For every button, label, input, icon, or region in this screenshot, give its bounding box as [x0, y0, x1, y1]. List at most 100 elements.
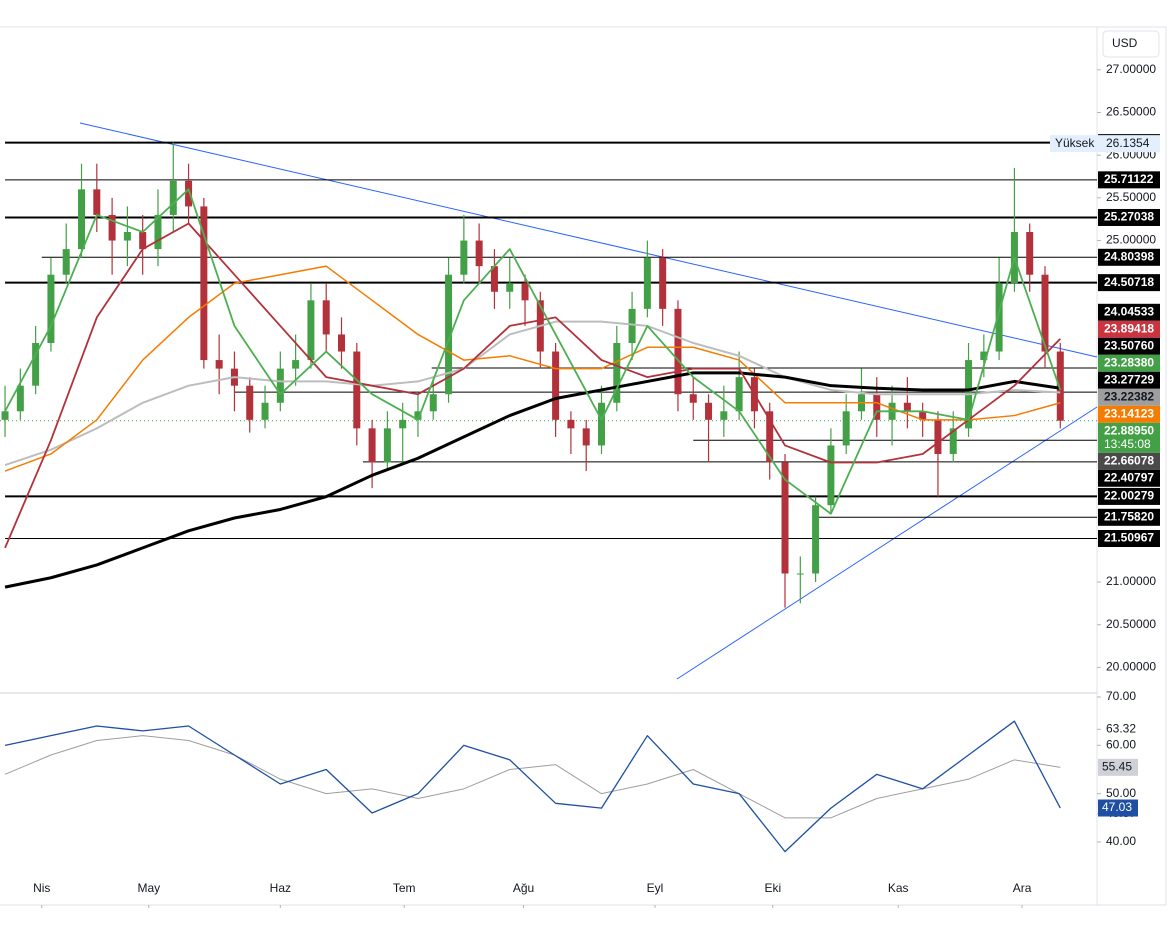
- moving-average: [4, 320, 1061, 467]
- rsi-badge: [1098, 799, 1138, 817]
- price-badge-label: 22.40797: [1104, 470, 1154, 484]
- price-badge: [1098, 487, 1160, 505]
- candle-body: [766, 411, 774, 463]
- rsi-badge-label: 47.03: [1102, 800, 1132, 814]
- candle-body: [215, 360, 223, 369]
- candle-body: [720, 411, 728, 420]
- candle-body: [735, 377, 743, 412]
- candle-body: [995, 283, 1003, 352]
- candle-body: [689, 394, 697, 403]
- y-tick-label: 20.50000: [1106, 617, 1156, 631]
- rsi-tick-label: 60.00: [1106, 738, 1136, 752]
- price-badge: [1098, 530, 1160, 548]
- price-badge-label: 23.89418: [1104, 321, 1154, 335]
- price-badge: [1098, 274, 1160, 292]
- x-tick-label: May: [137, 881, 160, 895]
- candle-body: [827, 445, 835, 506]
- y-tick-label: 27.00000: [1106, 62, 1156, 76]
- candle-body: [460, 240, 468, 275]
- candle-body: [613, 343, 621, 403]
- moving-average: [4, 222, 1061, 549]
- candle-body: [307, 300, 315, 361]
- price-badge: [1098, 337, 1160, 355]
- trend-line: [676, 406, 1098, 680]
- candle-body: [659, 257, 667, 309]
- price-badge-label: 22.66078: [1104, 453, 1154, 467]
- price-badge-label: 21.50967: [1104, 531, 1154, 545]
- candle-body: [796, 573, 804, 575]
- candle-body: [62, 249, 70, 275]
- candle-body: [123, 232, 131, 241]
- candle-body: [582, 428, 590, 446]
- candle-body: [567, 419, 575, 429]
- price-badge: [1098, 354, 1160, 372]
- currency[interactable]: USD: [1112, 36, 1138, 50]
- candle-body: [842, 411, 850, 446]
- price-badge-label: 22.88950: [1104, 423, 1154, 437]
- candle-body: [812, 505, 820, 574]
- candle-body: [1026, 232, 1034, 275]
- candle-body: [414, 411, 422, 420]
- price-badge-label: 23.50760: [1104, 338, 1154, 352]
- y-tick-label: 21.00000: [1106, 574, 1156, 588]
- currency-button[interactable]: [1102, 30, 1160, 58]
- y-tick-label: 20.00000: [1106, 660, 1156, 674]
- candle-body: [597, 402, 605, 446]
- candle-body: [276, 368, 284, 403]
- candle-body: [154, 214, 162, 250]
- trend-line: [79, 122, 1098, 358]
- candle-body: [429, 394, 437, 412]
- x-tick-label: Tem: [393, 881, 416, 895]
- price-badge: [1098, 422, 1160, 453]
- candle-body: [919, 411, 927, 420]
- price-badge: [1098, 405, 1160, 423]
- candle-body: [185, 180, 193, 207]
- candle-body: [643, 257, 651, 309]
- candle-body: [445, 274, 453, 395]
- rsi-tick-label: 40.00: [1106, 834, 1136, 848]
- candle-body: [139, 232, 147, 250]
- candle-body: [705, 402, 713, 420]
- price-badge-label: 21.75820: [1104, 509, 1154, 523]
- price-badge: [1098, 248, 1160, 266]
- countdown: 13:45:08: [1104, 437, 1151, 451]
- candle-body: [368, 428, 376, 463]
- moving-average: [4, 371, 1061, 589]
- candle-body: [383, 428, 391, 463]
- x-tick-label: Eki: [764, 881, 781, 895]
- rsi-tick-label: 70.00: [1106, 689, 1136, 703]
- rsi-badge-label: 55.45: [1102, 759, 1132, 773]
- high-label: Yüksek: [1055, 136, 1095, 150]
- candle-body: [934, 419, 942, 454]
- price-badge: [1098, 208, 1160, 226]
- price-badge: [1098, 388, 1160, 406]
- candle-body: [980, 351, 988, 361]
- y-tick-label: 25.50000: [1106, 190, 1156, 204]
- x-tick-label: Ağu: [513, 881, 534, 895]
- candle-body: [903, 402, 911, 412]
- price-badge-label: 24.04533: [1104, 304, 1154, 318]
- price-badge-label: 22.00279: [1104, 489, 1154, 503]
- price-badge-label: 25.27038: [1104, 210, 1154, 224]
- y-tick-label: 26.50000: [1106, 105, 1156, 119]
- candle-body: [261, 402, 269, 420]
- price-badge-label: 23.14123: [1104, 406, 1154, 420]
- price-badge: [1098, 508, 1160, 526]
- price-badge: [1098, 452, 1160, 470]
- rsi-badge: [1098, 758, 1138, 776]
- candle-body: [246, 385, 254, 420]
- moving-average: [4, 188, 1062, 515]
- candle-body: [93, 189, 101, 215]
- rsi-ma: [4, 735, 1061, 819]
- x-tick-label: Kas: [888, 881, 909, 895]
- candle-body: [506, 283, 514, 292]
- candle-body: [169, 180, 177, 215]
- candle-body: [674, 308, 682, 395]
- price-badge-label: 24.50718: [1104, 275, 1154, 289]
- y-tick-label: 25.00000: [1106, 233, 1156, 247]
- candle-body: [200, 206, 208, 361]
- candle-body: [521, 283, 529, 301]
- candle-body: [628, 308, 636, 343]
- price-badge-label: 23.27729: [1104, 372, 1154, 386]
